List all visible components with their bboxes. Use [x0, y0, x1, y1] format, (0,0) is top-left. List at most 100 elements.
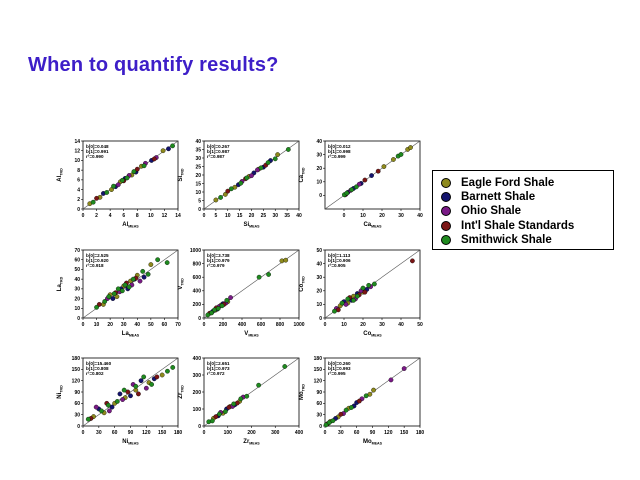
y-tick-label: 90: [316, 390, 322, 396]
data-point: [366, 282, 372, 288]
data-point: [398, 152, 404, 157]
x-tick-label: 50: [148, 322, 154, 328]
y-tick-label: 1000: [190, 248, 201, 254]
y-tick-label: 150: [72, 367, 81, 373]
scatter-chart-ca: 0 10 20 30 40 0 10 20 30 40 CaMEAS CaTRD b[0]=0.012b…: [299, 139, 423, 229]
legend-label: Smithwick Shale: [461, 233, 552, 246]
x-tick-label: 12: [162, 213, 168, 219]
regression-stat: b[0]=1.113: [328, 253, 351, 258]
x-tick-label: 40: [135, 322, 141, 328]
x-tick-label: 20: [360, 322, 366, 328]
x-tick-label: 10: [225, 213, 231, 219]
x-tick-label: 10: [360, 213, 366, 219]
y-tick-label: 180: [72, 356, 81, 362]
regression-stat: b[0]=2.651: [207, 361, 230, 366]
x-tick-label: 0: [203, 213, 206, 219]
scatter-chart-al: 0 2 4 6 8 10 12 14 0 2 4 6 8 10 12 14 AlMEAS AlTRD b[0]=0.…: [57, 139, 181, 229]
data-point: [105, 402, 111, 408]
data-point: [94, 195, 99, 201]
data-point: [215, 306, 221, 311]
y-tick-label: 30: [195, 156, 201, 162]
data-point: [109, 404, 115, 410]
y-tick-label: 0: [77, 316, 80, 322]
y-tick-label: 20: [74, 296, 80, 302]
y-tick-label: 200: [193, 390, 202, 396]
y-tick-label: 40: [316, 139, 322, 145]
data-point: [217, 411, 222, 417]
y-tick-label: 10: [316, 180, 322, 186]
data-point: [115, 286, 121, 292]
x-tick-label: 300: [271, 430, 280, 436]
data-point: [164, 260, 170, 266]
regression-stat: r²=0.990: [86, 154, 104, 159]
y-axis-label: MoTRD: [299, 384, 306, 400]
y-tick-label: 200: [193, 302, 202, 308]
y-axis-label: LaTRD: [57, 276, 64, 291]
y-tick-label: 0: [77, 424, 80, 430]
data-point: [354, 293, 360, 299]
x-tick-label: 60: [162, 322, 168, 328]
x-tick-label: 10: [148, 213, 154, 219]
x-tick-label: 25: [261, 213, 267, 219]
data-point: [362, 289, 368, 295]
y-tick-label: 90: [74, 390, 80, 396]
scatter-chart-si: 0 5 10 15 20 25 30 35 40 0 5 10 15 20 25 30 35 40 SiMEAS Si…: [178, 139, 302, 229]
data-point: [131, 169, 137, 174]
y-tick-label: 50: [74, 267, 80, 273]
x-tick-label: 100: [224, 430, 233, 436]
y-tick-label: 0: [319, 316, 322, 322]
data-point: [349, 187, 354, 193]
x-tick-label: 180: [174, 430, 183, 436]
x-tick-label: 0: [343, 213, 346, 219]
y-tick-label: 0: [319, 193, 322, 199]
regression-stat: r²=0.972: [207, 371, 225, 376]
data-point: [209, 418, 215, 424]
scatter-chart-ni: 0 30 60 90 120 150 180 0 30 60 90 120 150 180 NiMEAS Ni…: [57, 356, 182, 446]
legend-entry: Eagle Ford Shale: [441, 176, 613, 190]
y-tick-label: 60: [316, 401, 322, 407]
x-tick-label: 8: [136, 213, 139, 219]
y-tick-label: 10: [74, 158, 80, 164]
data-point: [111, 183, 116, 189]
y-tick-label: 300: [193, 373, 202, 379]
data-point: [117, 391, 123, 397]
data-point: [401, 366, 407, 371]
x-tick-label: 6: [122, 213, 125, 219]
x-tick-label: 150: [400, 430, 409, 436]
y-tick-label: 0: [77, 207, 80, 213]
x-tick-label: 2: [95, 213, 98, 219]
data-point: [223, 409, 228, 414]
x-tick-label: 90: [370, 430, 376, 436]
data-point: [360, 285, 366, 291]
data-point: [265, 160, 271, 165]
data-point: [93, 404, 99, 410]
data-point: [122, 282, 128, 288]
legend-label: Ohio Shale: [461, 205, 522, 218]
y-tick-label: 120: [314, 378, 323, 384]
data-point: [140, 268, 146, 274]
data-point: [283, 257, 289, 263]
y-tick-label: 0: [319, 424, 322, 430]
data-point: [219, 303, 225, 309]
y-tick-label: 30: [316, 152, 322, 158]
legend-swatch: [441, 234, 451, 245]
data-point: [349, 405, 354, 410]
data-point: [244, 175, 250, 181]
data-point: [170, 143, 175, 149]
y-tick-label: 100: [193, 407, 202, 413]
regression-stat: r²=0.995: [328, 371, 346, 376]
x-tick-label: 40: [417, 213, 423, 219]
data-point: [362, 177, 368, 183]
x-tick-label: 180: [416, 430, 425, 436]
legend-entry: Barnett Shale: [441, 190, 613, 204]
regression-stat: r²=0.905: [328, 263, 346, 268]
y-tick-label: 30: [316, 275, 322, 281]
regression-stat: b[1]=0.998: [328, 149, 351, 154]
regression-stat: r²=0.802: [86, 371, 104, 376]
y-tick-label: 120: [72, 378, 81, 384]
x-axis-label: ZrMEAS: [243, 439, 260, 446]
y-tick-label: 150: [314, 367, 323, 373]
data-point: [343, 407, 349, 413]
x-tick-label: 5: [214, 213, 217, 219]
y-axis-label: CaTRD: [299, 167, 306, 182]
